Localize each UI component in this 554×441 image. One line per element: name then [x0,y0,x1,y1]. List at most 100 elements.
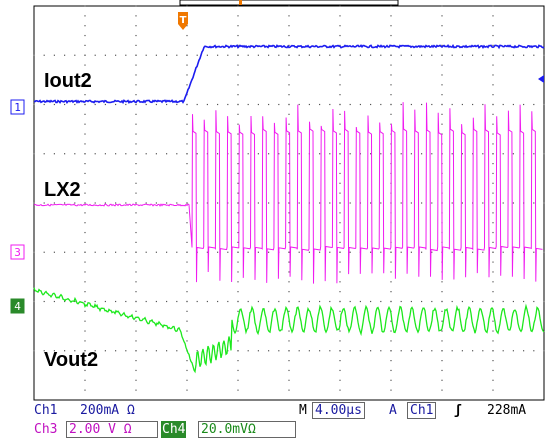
timebase-value[interactable]: 4.00µs [312,402,365,419]
ch3-scale[interactable]: 2.00 V Ω [66,421,158,438]
grid-dot [492,261,494,263]
grid-dot [237,389,239,391]
grid-dot [247,350,249,352]
grid-dot [135,172,137,175]
grid-dot [492,84,494,86]
grid-dot [186,143,188,145]
grid-dot [370,103,372,106]
grid-dot [257,103,259,106]
trigger-slope-icon[interactable]: ʃ [454,403,462,418]
grid-dot [308,350,310,352]
grid-dot [492,281,494,283]
grid-dot [176,54,178,56]
grid-dot [237,123,239,125]
grid-dot [288,133,290,135]
grid-dot [247,103,249,106]
grid-dot [166,300,168,303]
grid-dot [390,330,392,332]
grid-dot [431,251,433,253]
grid-dot [115,251,117,253]
grid-dot [84,389,86,391]
grid-dot [227,54,229,56]
ch4-marker[interactable]: 4 [10,298,25,314]
grid-dot [268,202,270,204]
grid-dot [533,153,535,155]
grid-dot [288,94,290,96]
grid-dot [237,350,239,352]
grid-dot [268,54,270,56]
grid-dot [288,202,290,204]
grid-dot [94,300,96,303]
grid-dot [349,103,351,106]
grid-dot [176,251,178,253]
grid-dot [451,54,453,56]
grid-dot [237,231,239,234]
grid-dot [186,54,188,56]
grid-dot [329,300,331,303]
ch1-name[interactable]: Ch1 [34,403,58,418]
ch1-marker[interactable]: 1 [10,99,25,115]
grid-dot [84,182,86,184]
grid-dot [196,103,198,106]
grid-dot [400,251,402,253]
grid-dot [237,340,239,342]
grid-dot [135,320,137,322]
grid-dot [227,300,229,303]
grid-dot [125,153,127,155]
grid-dot [308,54,310,56]
trigger-source[interactable]: Ch1 [407,402,437,419]
grid-dot [339,360,341,362]
grid-dot [288,113,290,115]
grid-dot [492,291,494,293]
grid-dot [349,54,351,56]
grid-dot [533,202,535,204]
trigger-level[interactable]: 228mA [487,403,527,418]
grid-dot [74,300,76,303]
grid-dot [390,64,392,66]
ch4-scale[interactable]: 20.0mVΩ [198,421,296,438]
ch1-marker-label: 1 [14,101,21,114]
grid-dot [186,5,188,7]
grid-dot [84,143,86,145]
grid-dot [104,153,106,155]
grid-dot [155,300,157,303]
ch4-name[interactable]: Ch4 [161,421,187,438]
ch3-name[interactable]: Ch3 [34,422,58,437]
grid-dot [135,261,137,263]
grid-dot [288,261,290,263]
grid-dot [64,103,66,106]
grid-dot [84,123,86,125]
grid-dot [237,192,239,194]
grid-dot [492,222,494,224]
trigger-level-icon[interactable] [538,75,544,83]
grid-dot [237,113,239,115]
ch3-marker[interactable]: 3 [10,244,25,260]
grid-dot [288,74,290,76]
grid-dot [492,5,494,7]
grid-dot [492,202,494,204]
grid-dot [278,103,280,106]
grid-dot [145,153,147,155]
grid-dot [186,310,188,312]
grid-dot [125,300,127,303]
grid-dot [380,300,382,303]
grid-dot [33,251,35,253]
ch1-scale[interactable]: 200mA Ω [80,403,135,418]
grid-dot [257,202,259,204]
grid-dot [237,64,239,66]
grid-dot [421,300,423,303]
grid-dot [339,84,341,86]
grid-dot [410,202,412,204]
grid-dot [125,54,127,56]
grid-dot [135,231,137,234]
grid-dot [135,113,137,115]
grid-dot [237,84,239,86]
grid-dot [390,94,392,96]
grid-dot [390,291,392,293]
grid-dot [115,103,117,106]
trigger-marker-icon[interactable] [178,12,188,30]
grid-dot [492,350,494,352]
grid-dot [186,300,188,303]
grid-dot [104,202,106,204]
grid-dot [308,103,310,106]
